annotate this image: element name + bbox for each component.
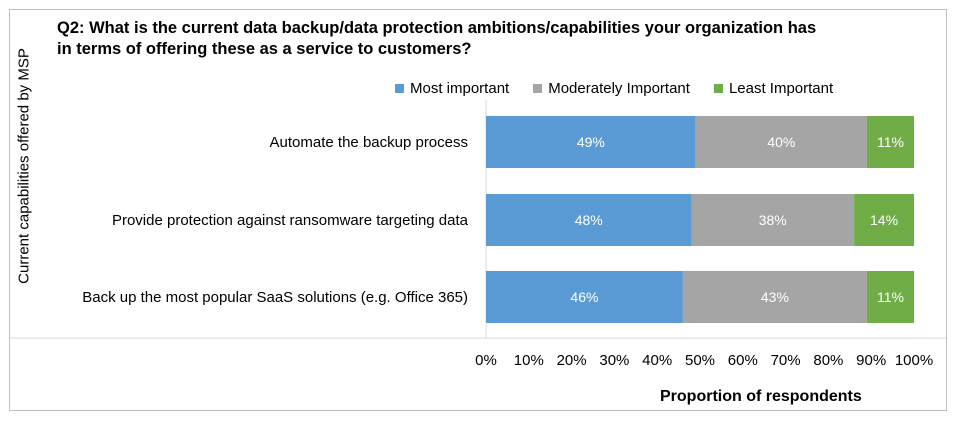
data-label: 48% <box>575 212 603 228</box>
x-tick-label: 20% <box>557 352 587 369</box>
bar-segment <box>691 194 855 246</box>
legend-swatch-moderately-important <box>533 84 543 93</box>
legend-item-least-important: Least Important <box>713 80 834 97</box>
category-label: Automate the backup process <box>270 134 468 151</box>
category-label: Provide protection against ransomware ta… <box>112 212 469 229</box>
data-label: 43% <box>761 289 789 305</box>
legend-label-moderately-important: Moderately Important <box>548 80 690 97</box>
legend-swatch-most-important <box>395 84 404 93</box>
data-label: 49% <box>577 134 605 150</box>
legend-item-most-important: Most important <box>395 80 509 97</box>
data-label: 40% <box>767 134 795 150</box>
bar-segment <box>866 271 914 323</box>
data-label: 11% <box>877 134 904 150</box>
legend: Most important Moderately Important Leas… <box>395 80 833 97</box>
bar-segment <box>486 271 683 323</box>
data-label: 38% <box>759 212 787 228</box>
legend-label-most-important: Most important <box>410 80 510 97</box>
x-axis-title: Proportion of respondents <box>660 388 862 405</box>
x-tick-label: 0% <box>475 352 497 369</box>
x-tick-label: 60% <box>728 352 758 369</box>
x-tick-label: 80% <box>813 352 843 369</box>
x-tick-label: 70% <box>771 352 801 369</box>
legend-label-least-important: Least Important <box>728 80 834 97</box>
x-tick-label: 30% <box>599 352 629 369</box>
legend-swatch-least-important <box>713 84 723 93</box>
legend-item-moderately-important: Moderately Important <box>533 80 690 97</box>
chart-title: Q2: What is the current data backup/data… <box>57 19 817 58</box>
bar-segment <box>682 271 867 323</box>
bar-segment <box>486 116 696 168</box>
data-label: 14% <box>870 212 898 228</box>
data-label: 46% <box>570 289 598 305</box>
bar-segment <box>486 194 692 246</box>
x-tick-label: 40% <box>642 352 672 369</box>
x-tick-label: 10% <box>514 352 544 369</box>
bar-segment <box>695 116 867 168</box>
chart-frame <box>9 9 947 411</box>
x-tick-label: 90% <box>856 352 886 369</box>
data-label: 11% <box>877 289 904 305</box>
x-tick-label: 50% <box>685 352 715 369</box>
bar-segment <box>866 116 914 168</box>
x-tick-label: 100% <box>895 352 933 369</box>
category-label: Back up the most popular SaaS solutions … <box>82 289 468 306</box>
bar-segment <box>854 194 914 246</box>
